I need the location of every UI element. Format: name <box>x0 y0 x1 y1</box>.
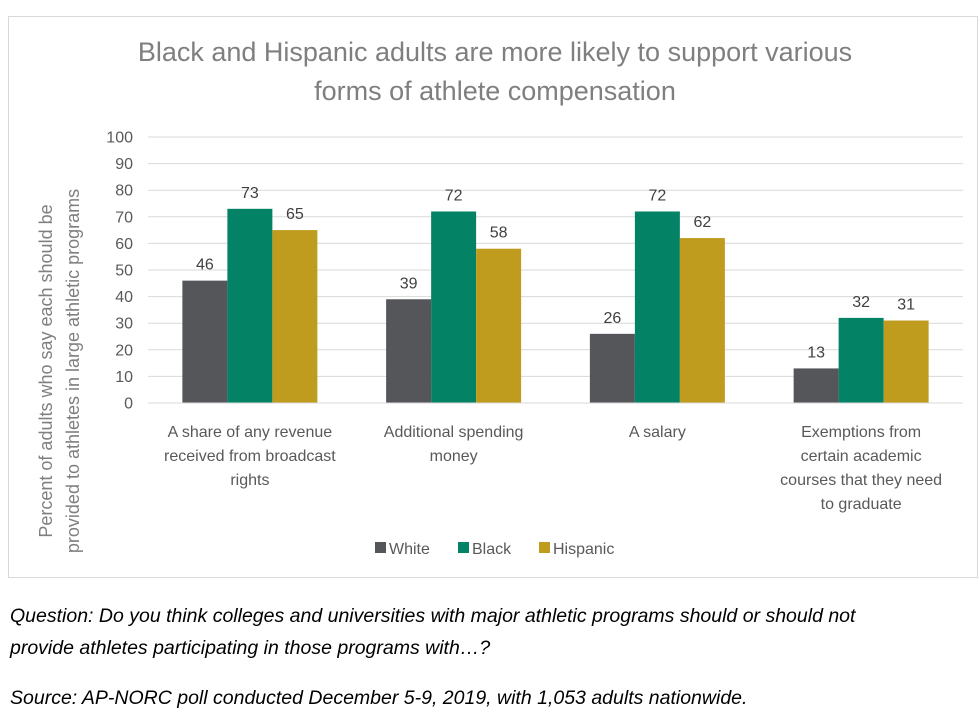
category-label-line: A share of any revenue <box>168 424 333 441</box>
y-axis-label-line: Percent of adults who say each should be <box>36 204 56 537</box>
data-label: 26 <box>603 310 621 327</box>
data-label: 65 <box>286 206 304 223</box>
y-tick-label: 0 <box>124 396 133 413</box>
y-tick-label: 30 <box>115 316 133 333</box>
bar-chart: Black and Hispanic adults are more likel… <box>36 37 963 558</box>
bar-white <box>793 368 839 403</box>
y-tick-label: 40 <box>115 289 133 306</box>
bar-black <box>634 211 680 403</box>
data-label: 73 <box>241 185 259 202</box>
y-tick-label: 20 <box>115 342 133 359</box>
legend-label-black: Black <box>472 541 512 558</box>
data-label: 32 <box>852 294 870 311</box>
category-label-line: courses that they need <box>780 472 942 489</box>
legend-label-hispanic: Hispanic <box>553 541 614 558</box>
data-label: 58 <box>490 225 508 242</box>
data-label: 39 <box>400 275 418 292</box>
bar-white <box>182 280 228 403</box>
question-note-line1: Question: Do you think colleges and univ… <box>10 605 856 627</box>
data-label: 13 <box>807 344 825 361</box>
y-tick-label: 90 <box>115 156 133 173</box>
y-axis-label-line: provided to athletes in large athletic p… <box>63 189 83 553</box>
category-label-line: rights <box>230 472 269 489</box>
y-tick-label: 100 <box>106 130 133 147</box>
data-label: 46 <box>196 257 214 274</box>
question-note-line2: provide athletes participating in those … <box>10 637 491 659</box>
bar-hispanic <box>476 248 522 403</box>
data-label: 62 <box>693 214 711 231</box>
bar-hispanic <box>883 320 929 403</box>
bar-hispanic <box>272 230 318 403</box>
data-label: 72 <box>648 187 666 204</box>
category-label-line: Exemptions from <box>801 424 921 441</box>
category-label-line: to graduate <box>821 496 902 513</box>
bar-black <box>227 208 273 403</box>
bar-black <box>431 211 477 403</box>
legend-label-white: White <box>389 541 430 558</box>
bar-white <box>589 333 635 403</box>
y-tick-label: 80 <box>115 183 133 200</box>
chart-title-line: forms of athlete compensation <box>314 76 676 106</box>
category-label-line: Additional spending <box>384 424 524 441</box>
bar-black <box>838 317 884 403</box>
bar-white <box>386 299 432 403</box>
data-label: 72 <box>445 187 463 204</box>
legend-swatch-hispanic <box>539 542 550 553</box>
y-tick-label: 70 <box>115 209 133 226</box>
category-label-line: certain academic <box>801 448 922 465</box>
legend-swatch-black <box>458 542 469 553</box>
data-label: 31 <box>897 297 915 314</box>
y-tick-label: 60 <box>115 236 133 253</box>
category-label-line: received from broadcast <box>164 448 336 465</box>
category-label-line: A salary <box>629 424 686 441</box>
y-tick-label: 10 <box>115 369 133 386</box>
bar-hispanic <box>679 238 725 403</box>
chart-title-line: Black and Hispanic adults are more likel… <box>138 37 852 67</box>
legend-swatch-white <box>375 542 386 553</box>
source-note: Source: AP-NORC poll conducted December … <box>10 687 748 709</box>
chart-frame: Black and Hispanic adults are more likel… <box>8 16 978 578</box>
y-tick-label: 50 <box>115 263 133 280</box>
category-label-line: money <box>430 448 478 465</box>
